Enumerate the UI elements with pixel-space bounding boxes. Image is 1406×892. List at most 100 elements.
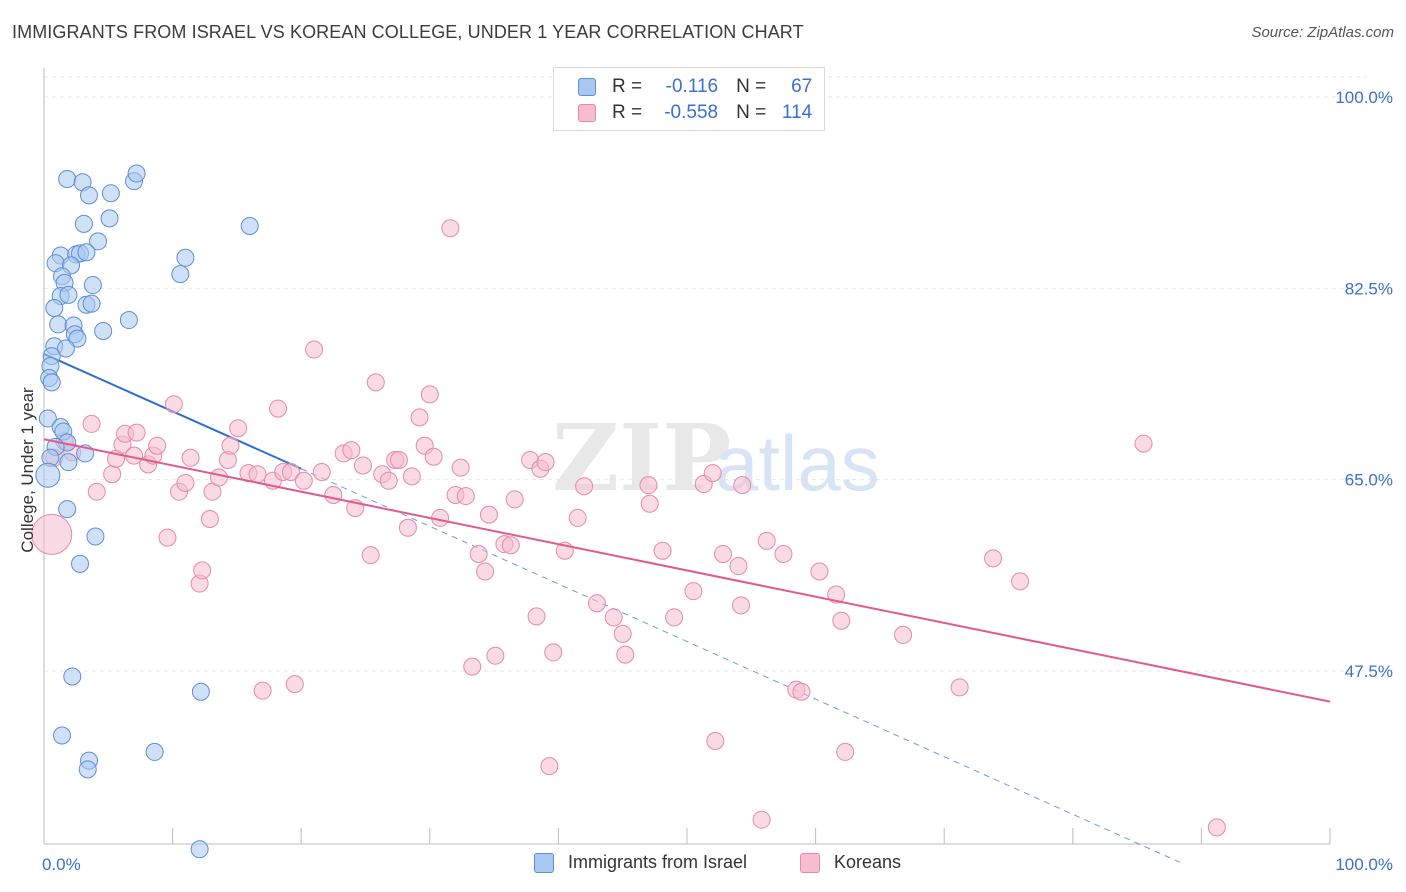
- korean-point: [604, 608, 623, 627]
- legend-item-israel[interactable]: Immigrants from Israel: [534, 852, 747, 873]
- korean-point: [193, 561, 212, 580]
- israel-point: [190, 840, 209, 859]
- israel-point: [145, 742, 164, 761]
- korean-point: [729, 557, 748, 576]
- koreans-legend-swatch: [800, 852, 820, 873]
- israel-point: [82, 294, 101, 313]
- korean-point: [479, 505, 498, 524]
- korean-point: [456, 487, 475, 506]
- korean-point: [894, 625, 913, 644]
- israel-point: [77, 243, 96, 262]
- israel-point: [38, 409, 57, 428]
- israel-point: [119, 311, 138, 330]
- korean-point: [285, 675, 304, 694]
- korean-point: [568, 508, 587, 527]
- n-value: 67: [791, 76, 813, 97]
- israel-point: [94, 321, 113, 340]
- korean-point: [613, 624, 632, 643]
- korean-point: [714, 545, 733, 564]
- korean-point: [774, 545, 793, 564]
- israel-swatch: [578, 78, 596, 96]
- n-label: N =: [736, 76, 767, 97]
- korean-point: [253, 681, 272, 700]
- israel-point: [83, 276, 102, 295]
- israel-point: [35, 462, 61, 488]
- israel-point: [100, 209, 119, 228]
- korean-point: [832, 611, 851, 630]
- israel-point: [191, 682, 210, 701]
- korean-point: [294, 471, 313, 490]
- israel-point: [59, 453, 78, 472]
- legend-item-koreans[interactable]: Koreans: [800, 852, 901, 873]
- korean-point: [665, 608, 684, 627]
- korean-point: [410, 408, 429, 427]
- korean-point: [732, 596, 751, 615]
- korean-point: [389, 450, 408, 469]
- korean-point: [398, 518, 417, 537]
- israel-point: [80, 186, 99, 205]
- israel-point: [86, 527, 105, 546]
- korean-point: [103, 465, 122, 484]
- korean-point: [616, 645, 635, 664]
- korean-point: [640, 494, 659, 513]
- n-value: 114: [781, 102, 813, 123]
- israel-point: [240, 217, 259, 236]
- koreans-trend-line: [43, 438, 1331, 703]
- korean-point: [792, 682, 811, 701]
- korean-point: [587, 594, 606, 613]
- korean-point: [305, 340, 324, 359]
- korean-point: [87, 482, 106, 501]
- korean-point: [181, 448, 200, 467]
- korean-point: [164, 395, 183, 414]
- korean-point: [827, 585, 846, 604]
- korean-point: [540, 757, 559, 776]
- korean-point: [703, 464, 722, 483]
- r-value: -0.558: [664, 102, 719, 123]
- korean-point: [82, 414, 101, 433]
- x-tick-label: 100.0%: [1335, 855, 1393, 874]
- korean-point: [420, 385, 439, 404]
- israel-point: [71, 554, 90, 573]
- korean-point: [757, 531, 776, 550]
- israel-point: [59, 285, 78, 304]
- korean-point: [176, 473, 195, 492]
- y-tick-label: 47.5%: [1345, 662, 1393, 681]
- israel-legend-swatch: [534, 852, 554, 873]
- israel-point: [74, 214, 93, 233]
- series-legend: Immigrants from Israel Koreans: [0, 852, 1406, 878]
- r-label: R =: [612, 102, 643, 123]
- korean-point: [127, 423, 146, 442]
- korean-point: [950, 678, 969, 697]
- korean-point: [1011, 572, 1030, 591]
- israel-point: [78, 760, 97, 779]
- israel-point: [89, 232, 108, 251]
- stats-row-israel: R = -0.116 N = 67: [578, 75, 812, 99]
- israel-points: [35, 164, 259, 859]
- koreans-swatch: [578, 104, 596, 122]
- israel-point: [171, 265, 190, 284]
- korean-point: [424, 447, 443, 466]
- korean-point: [733, 476, 752, 495]
- grid-lines: [44, 76, 1366, 672]
- korean-point: [505, 490, 524, 509]
- korean-point: [229, 419, 248, 438]
- korean-point: [752, 810, 771, 829]
- koreans-trend-solid: [43, 438, 1331, 703]
- korean-point: [200, 510, 219, 529]
- legend-label-koreans: Koreans: [834, 852, 902, 872]
- korean-point: [706, 731, 725, 750]
- source-label: Source: ZipAtlas.com: [1251, 24, 1394, 41]
- legend-label-israel: Immigrants from Israel: [568, 852, 748, 872]
- korean-point: [379, 471, 398, 490]
- israel-point: [58, 500, 77, 519]
- stats-row-koreans: R = -0.558 N = 114: [578, 101, 812, 125]
- korean-point: [1134, 434, 1153, 453]
- korean-point: [486, 646, 505, 665]
- korean-point: [501, 536, 520, 555]
- israel-point: [45, 299, 64, 318]
- israel-point: [58, 170, 77, 188]
- korean-point: [527, 607, 546, 626]
- israel-point: [63, 667, 82, 686]
- korean-point: [441, 219, 460, 238]
